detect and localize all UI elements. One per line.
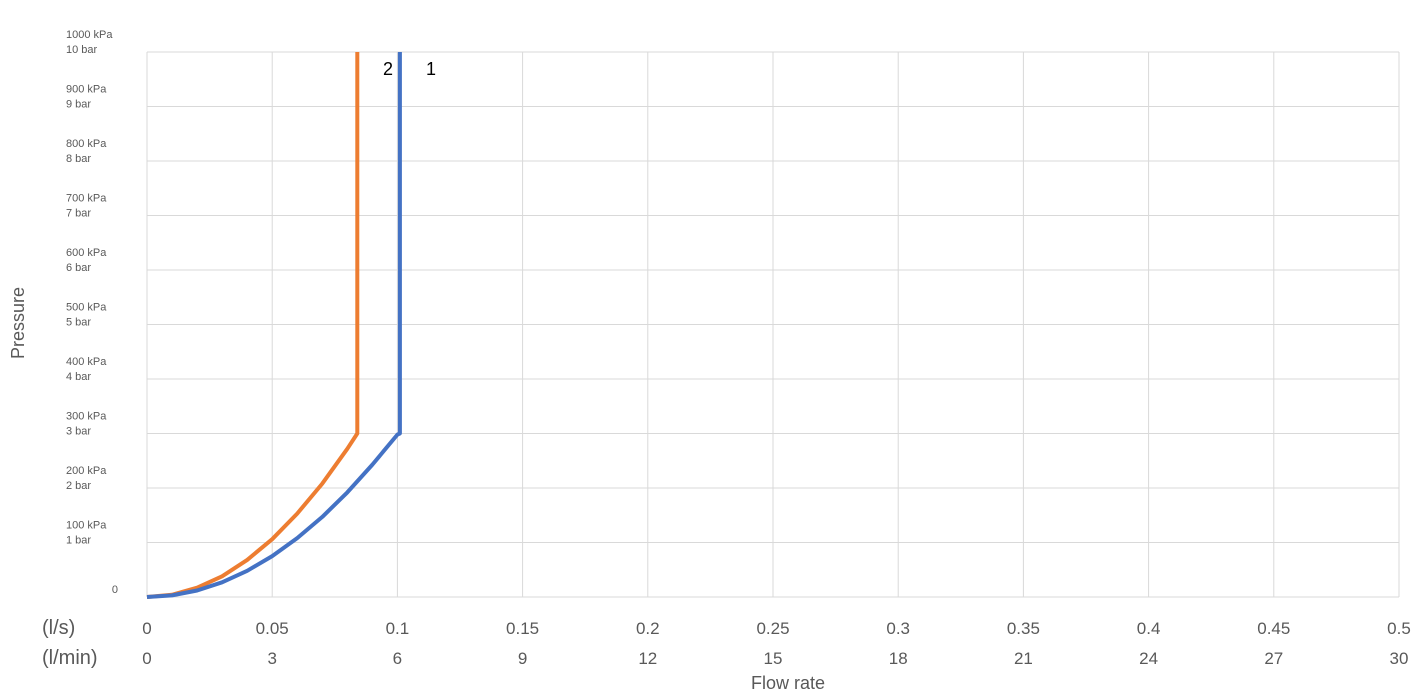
- y-axis-title: Pressure: [8, 287, 28, 359]
- x-axis-ticks: 0 0 0.05 3 0.1 6 0.15 9 0.2 12 0.25 15 0.3 18 0.35 21 0.…: [142, 619, 1411, 668]
- x-unit-label-lmin: (l/min): [42, 647, 98, 669]
- y-tick-label-kpa: 800 kPa: [66, 138, 107, 150]
- x-tick-label-ls: 0: [142, 619, 151, 638]
- y-tick-label-bar: 5 bar: [66, 317, 91, 329]
- x-tick-label-lmin: 6: [393, 649, 402, 668]
- y-tick-label-kpa: 700 kPa: [66, 193, 107, 205]
- x-tick-label-ls: 0.45: [1257, 619, 1290, 638]
- x-tick-label-ls: 0.2: [636, 619, 660, 638]
- x-tick-label-lmin: 0: [142, 649, 151, 668]
- x-unit-label-ls: (l/s): [42, 617, 75, 639]
- x-tick-label-lmin: 24: [1139, 649, 1158, 668]
- y-tick-label-kpa: 500 kPa: [66, 302, 107, 314]
- x-tick-label-lmin: 27: [1264, 649, 1283, 668]
- gridlines: [146, 51, 1400, 598]
- y-tick-label-bar: 3 bar: [66, 426, 91, 438]
- x-tick-label-ls: 0.1: [386, 619, 410, 638]
- y-axis-ticks: 0 100 kPa 1 bar 200 kPa 2 bar 300 kPa 3 bar 400…: [66, 29, 118, 596]
- x-tick-label-ls: 0.4: [1137, 619, 1161, 638]
- x-axis-title: Flow rate: [751, 673, 825, 693]
- x-tick-label-ls: 0.05: [256, 619, 289, 638]
- y-tick-label-bar: 9 bar: [66, 99, 91, 111]
- y-tick-label-bar: 7 bar: [66, 208, 91, 220]
- y-tick-label-bar: 1 bar: [66, 535, 91, 547]
- x-tick-label-ls: 0.5: [1387, 619, 1411, 638]
- x-tick-label-lmin: 3: [267, 649, 276, 668]
- x-tick-label-lmin: 12: [638, 649, 657, 668]
- series-lines: [146, 52, 402, 599]
- x-tick-label-lmin: 21: [1014, 649, 1033, 668]
- y-tick-label-kpa: 400 kPa: [66, 356, 107, 368]
- x-tick-label-ls: 0.35: [1007, 619, 1040, 638]
- x-tick-label-lmin: 15: [764, 649, 783, 668]
- y-tick-label-bar: 10 bar: [66, 44, 98, 56]
- x-tick-label-lmin: 9: [518, 649, 527, 668]
- y-tick-label-kpa: 600 kPa: [66, 247, 107, 259]
- series-line-1: [146, 52, 402, 599]
- y-tick-label-kpa: 300 kPa: [66, 411, 107, 423]
- x-tick-label-ls: 0.25: [756, 619, 789, 638]
- series-label-2: 2: [383, 59, 393, 79]
- y-tick-label-bar: 8 bar: [66, 153, 91, 165]
- series-line-2: [146, 52, 360, 599]
- y-tick-label-bar: 2 bar: [66, 480, 91, 492]
- y-tick-label-bar: 6 bar: [66, 262, 91, 274]
- x-tick-label-lmin: 30: [1390, 649, 1409, 668]
- y-tick-label-bar: 4 bar: [66, 371, 91, 383]
- x-tick-label-ls: 0.3: [886, 619, 910, 638]
- series-label-1: 1: [426, 59, 436, 79]
- y-tick-label-kpa: 1000 kPa: [66, 29, 113, 41]
- y-tick-label-kpa: 0: [112, 584, 118, 596]
- y-tick-label-kpa: 200 kPa: [66, 465, 107, 477]
- x-tick-label-lmin: 18: [889, 649, 908, 668]
- y-tick-label-kpa: 100 kPa: [66, 520, 107, 532]
- x-tick-label-ls: 0.15: [506, 619, 539, 638]
- y-tick-label-kpa: 900 kPa: [66, 84, 107, 96]
